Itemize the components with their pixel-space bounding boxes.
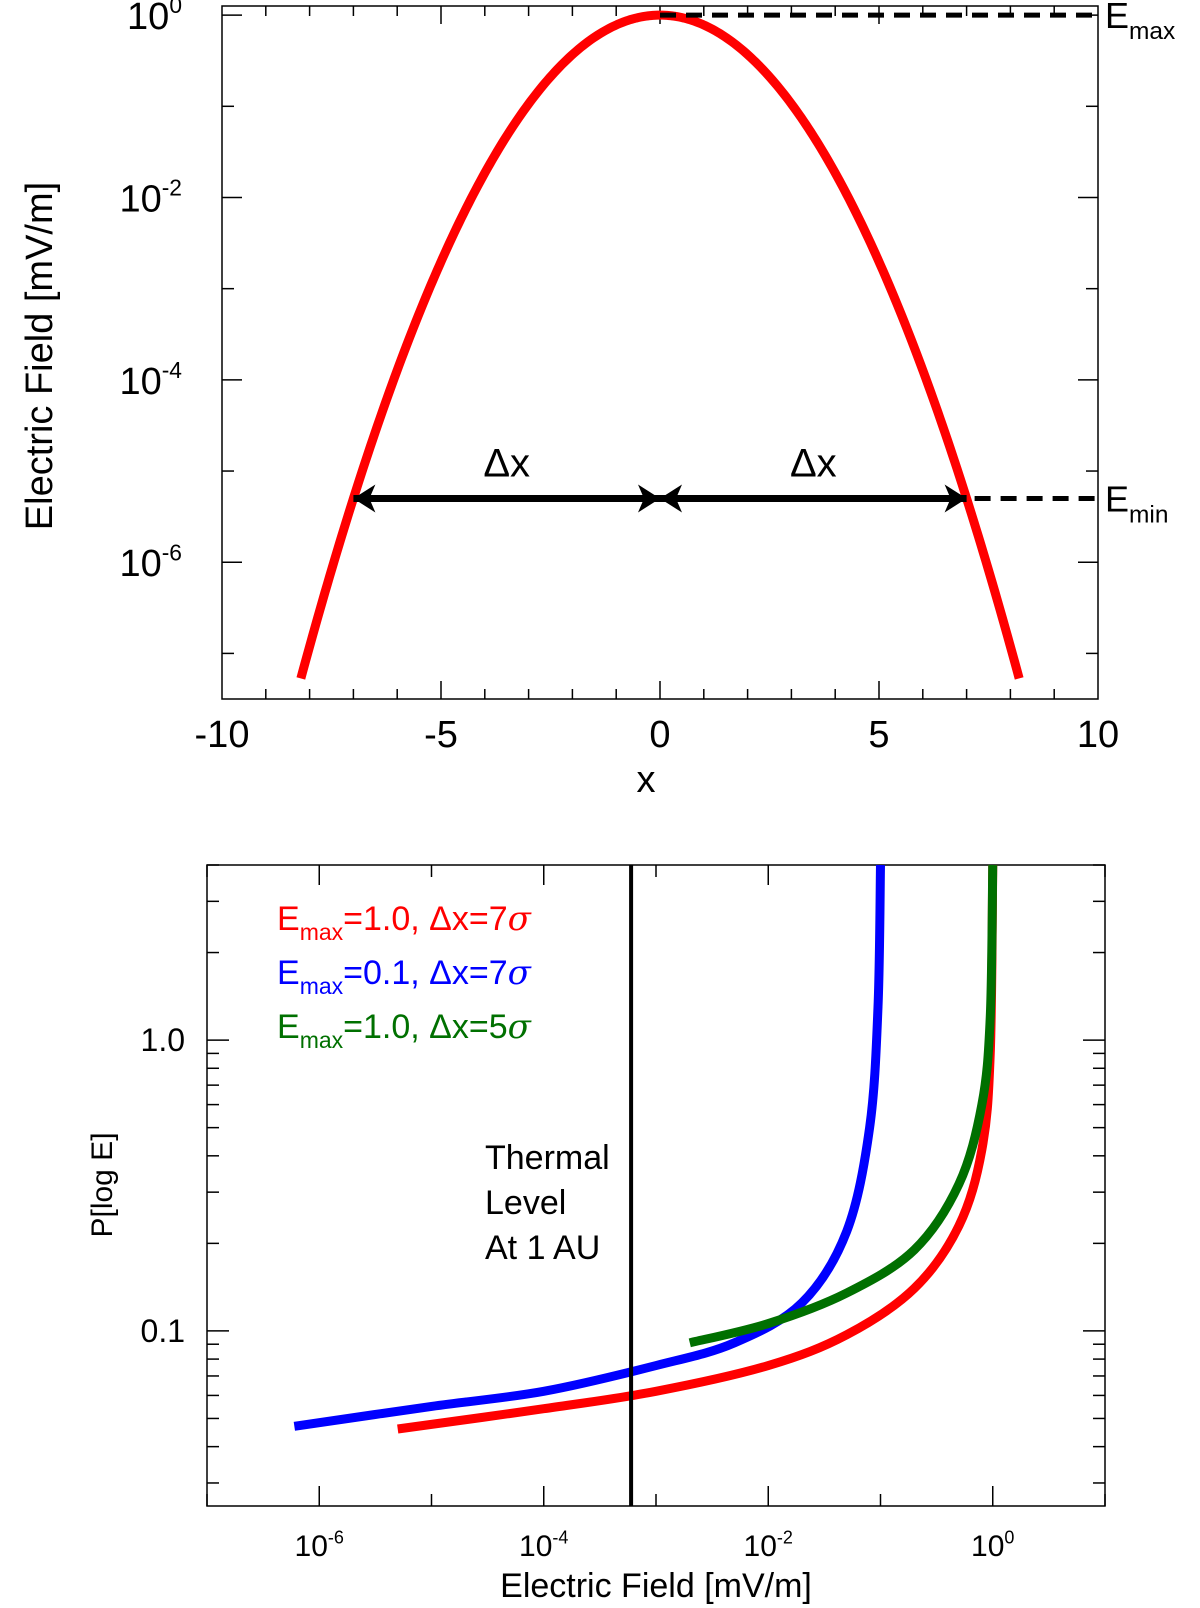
right-arrow-inner-head	[660, 484, 682, 513]
y-tick-label: 10-4	[119, 357, 182, 403]
emin-label: Emin	[1105, 478, 1168, 528]
delta-x-label-right: Δx	[790, 441, 837, 485]
axis-ticks	[206, 864, 1106, 1506]
delta-x-label-left: Δx	[483, 441, 530, 485]
x-tick-label: -10	[195, 714, 250, 756]
x-tick-label: 5	[868, 714, 889, 756]
thermal-label-line: Level	[485, 1184, 566, 1222]
x-tick-labels: -10 -5 0 5 10	[195, 714, 1120, 756]
axis-ticks	[222, 6, 1098, 699]
y-tick-label: 100	[127, 0, 182, 38]
x-tick-label: 10-6	[295, 1527, 344, 1563]
legend-entry: Emax=1.0, Δx=5σ	[277, 1007, 532, 1053]
x-tick-label: 10-4	[519, 1527, 568, 1563]
y-tick-label: 0.1	[141, 1313, 185, 1349]
legend: Emax=1.0, Δx=7σ Emax=0.1, Δx=7σ Emax=1.0, …	[277, 899, 532, 1053]
series-group	[296, 10, 1024, 680]
plot-frame	[221, 5, 1099, 700]
x-tick-labels: 10-6 10-4 10-2 100	[295, 1527, 1015, 1563]
x-tick-label: 10-2	[744, 1527, 793, 1563]
x-tick-label: 10	[1077, 714, 1119, 756]
probability-distribution-chart: 10-6 10-4 10-2 100 1.00.1 Emax=1.0, Δx=7σEm…	[86, 864, 1106, 1605]
x-tick-label: 100	[971, 1527, 1014, 1563]
x-axis-label: Electric Field [mV/m]	[500, 1567, 812, 1605]
annotations: Emax Emin Δx Δx	[353, 0, 1175, 528]
thermal-annotation: Thermal Level At 1 AU	[485, 865, 634, 1506]
y-tick-label: 10-2	[119, 175, 182, 221]
y-tick-labels: 1.0 0.1	[141, 1022, 185, 1349]
x-axis-label: x	[637, 759, 656, 801]
legend-entry: Emax=0.1, Δx=7σ	[277, 953, 532, 999]
series-line-2	[688, 864, 998, 1348]
legend-entry: Emax=1.0, Δx=7σ	[277, 899, 532, 945]
thermal-label-line: Thermal	[485, 1139, 610, 1177]
x-tick-label: 0	[649, 714, 670, 756]
series-group	[293, 864, 998, 1434]
x-tick-label: -5	[424, 714, 458, 756]
gaussian-curve	[296, 10, 1024, 680]
thermal-label-line: At 1 AU	[485, 1229, 600, 1267]
electric-field-profile-chart: -10 -5 0 5 10 100 10-2 10-4 10-6 Emax Emin Δx Δx x…	[19, 0, 1175, 801]
y-axis-label: Electric Field [mV/m]	[19, 182, 61, 530]
y-axis-label: P[log E]	[86, 1132, 119, 1237]
y-tick-labels: 100 10-2 10-4 10-6	[119, 0, 182, 585]
y-tick-label: 10-6	[119, 539, 182, 585]
emax-label: Emax	[1105, 0, 1175, 45]
y-tick-label: 1.0	[141, 1022, 185, 1058]
left-arrow-inner-head	[638, 484, 660, 513]
